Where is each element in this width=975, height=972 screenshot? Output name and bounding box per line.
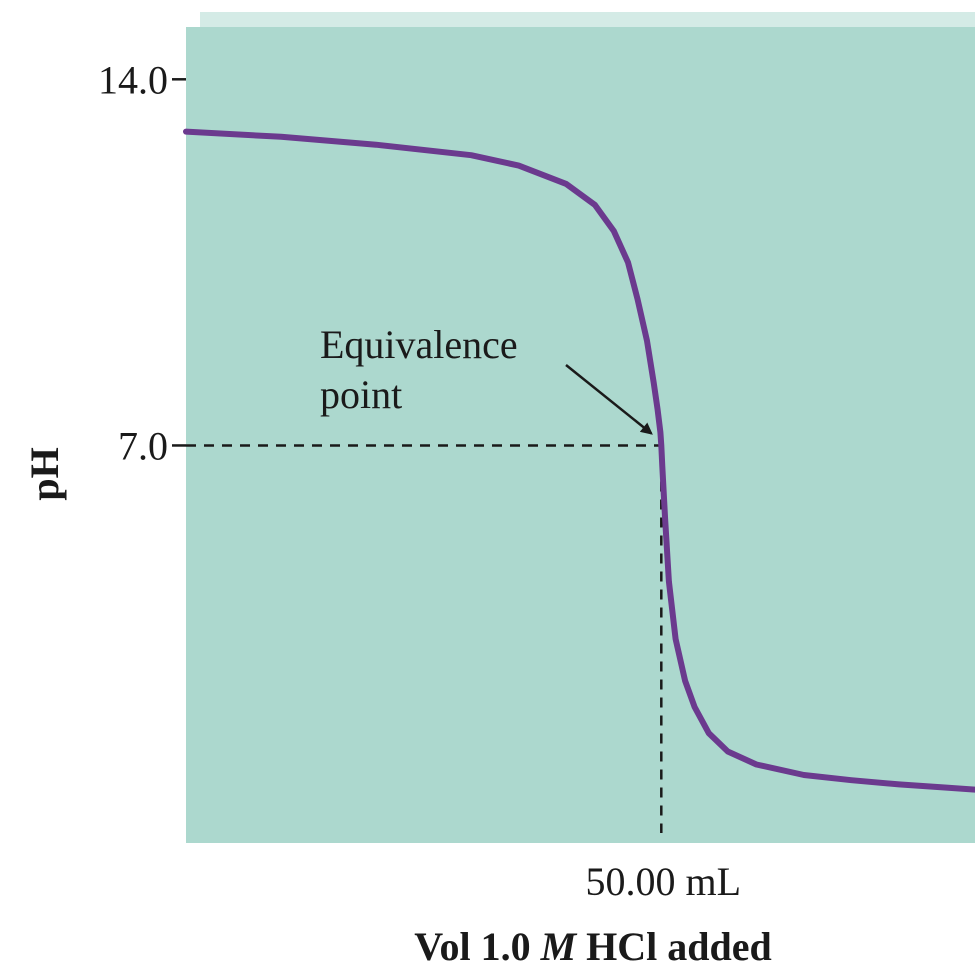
y-tick-label: 14.0 [98,57,168,102]
equivalence-point-arrow [565,364,653,435]
plot-background [186,27,975,843]
x-tick-label: 50.00 mL [586,859,742,904]
x-axis-title: Vol 1.0 M HCl added [414,924,772,969]
titration-curve [183,128,975,793]
equivalence-point-label: Equivalence point [320,322,518,417]
y-tick-label: 7.0 [118,423,168,468]
plot-top-edge [200,12,975,28]
y-axis-title: pH [22,447,67,500]
